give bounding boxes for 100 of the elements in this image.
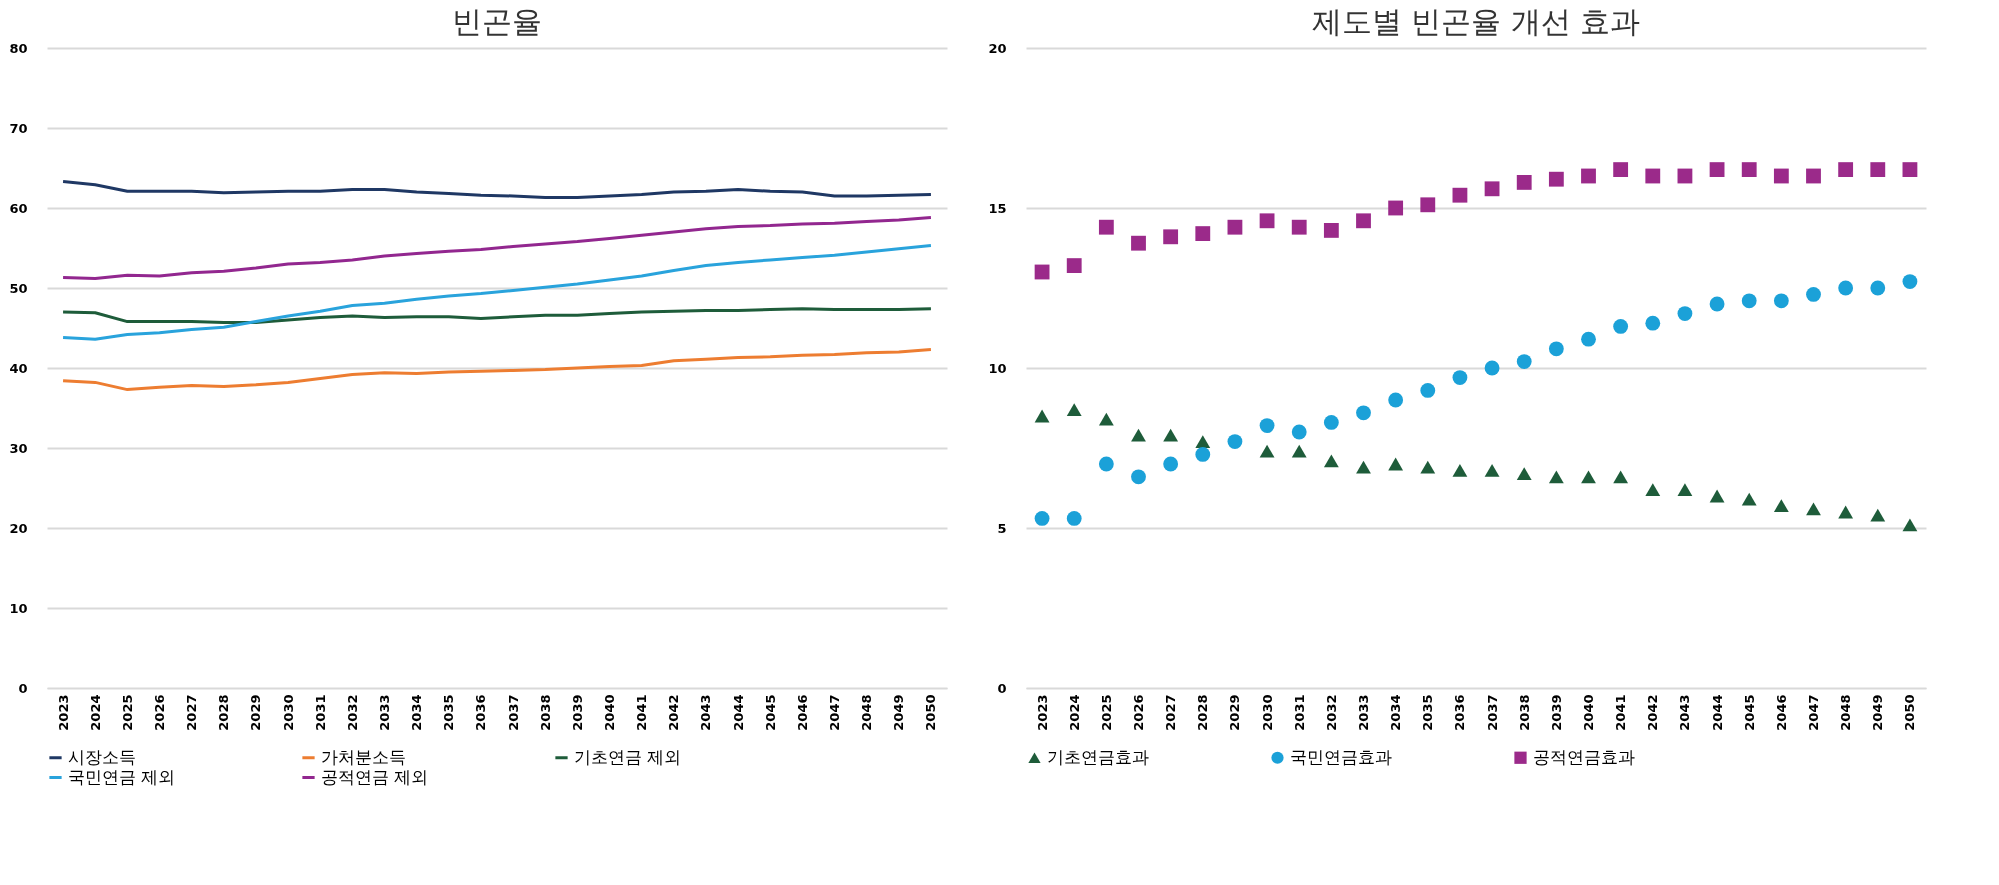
point [1838,505,1854,519]
point [1870,162,1886,178]
x-tick-label: 2027 [1163,694,1179,731]
point [1677,306,1693,321]
legend-label: 기초연금 제외 [574,746,682,767]
point [1613,162,1629,178]
x-tick-label: 2025 [1098,694,1114,731]
y-tick-label: 50 [9,280,28,296]
point [1870,280,1886,296]
legend-label: 기초연금효과 [1047,746,1149,767]
x-tick-label: 2036 [1452,694,1468,731]
point [1645,483,1661,497]
point [1388,392,1404,408]
point [1356,460,1371,474]
x-tick-label: 2037 [505,694,521,731]
y-tick-label: 40 [9,360,28,376]
point [1516,174,1532,190]
x-tick-label: 2042 [666,694,682,731]
x-tick-label: 2030 [1259,694,1275,731]
point [1323,454,1339,468]
point [1163,229,1179,245]
y-tick-label: 70 [9,120,28,136]
y-tick-label: 15 [988,200,1007,216]
x-tick-label: 2031 [312,694,328,731]
y-tick-label: 20 [988,40,1007,56]
point [1677,483,1693,497]
point [1259,418,1275,433]
x-tick-label: 2034 [409,694,425,731]
x-tick-label: 2024 [1066,694,1082,731]
x-tick-label: 2040 [602,694,617,731]
x-tick-label: 2023 [1034,694,1050,731]
point [1420,383,1436,398]
x-tick-label: 2047 [1806,694,1821,731]
y-tick-label: 0 [18,680,28,696]
point [1452,370,1468,385]
x-tick-label: 2028 [216,694,232,731]
point [1227,219,1243,235]
point [1645,315,1661,331]
point [1195,435,1211,449]
x-tick-label: 2035 [1420,694,1436,731]
point [1581,331,1596,347]
point [1741,293,1757,309]
y-tick-label: 80 [9,40,28,56]
x-tick-label: 2023 [55,694,71,731]
x-tick-label: 2041 [1613,694,1629,731]
x-tick-label: 2034 [1388,694,1404,731]
y-tick-label: 60 [9,200,28,216]
x-tick-label: 2026 [152,694,167,731]
point [1195,447,1211,462]
legend-label: 국민연금 제외 [68,766,176,787]
x-tick-label: 2032 [344,694,360,731]
point [1163,428,1179,442]
point [1516,467,1532,481]
point [1902,274,1918,289]
legend-label: 공적연금효과 [1533,746,1635,767]
point [1613,470,1629,484]
point [1484,181,1500,197]
y-tick-label: 20 [9,520,28,536]
x-tick-label: 2029 [248,694,264,731]
x-tick-label: 2043 [698,694,714,731]
point [1806,502,1821,516]
line-series [61,244,933,341]
point [1259,213,1275,229]
point [1548,470,1564,484]
point [1902,518,1918,532]
y-tick-label: 0 [997,680,1007,696]
x-tick-label: 2028 [1195,694,1211,731]
x-tick-label: 2048 [1838,694,1854,731]
point [1709,162,1725,178]
x-tick-label: 2049 [891,694,907,731]
point [1709,296,1725,312]
point [1098,412,1114,426]
x-tick-label: 2037 [1484,694,1500,731]
point [1806,287,1821,302]
x-tick-label: 2032 [1323,694,1339,731]
point [1066,403,1082,417]
point [1741,492,1757,506]
point [1066,258,1082,274]
point [1388,457,1404,471]
x-tick-label: 2044 [1709,694,1725,731]
x-tick-label: 2025 [119,694,135,731]
point [1388,200,1404,216]
x-tick-label: 2048 [859,694,875,731]
x-tick-label: 2040 [1581,694,1596,731]
x-tick-label: 2038 [1516,694,1532,731]
point [1098,219,1114,235]
point [1773,168,1789,184]
point [1773,499,1789,513]
x-tick-label: 2050 [923,694,939,731]
point [1356,405,1371,421]
point [1420,460,1436,474]
x-tick-label: 2039 [1548,694,1564,731]
x-tick-label: 2045 [762,694,778,731]
point [1581,470,1596,484]
line-series [61,348,933,392]
point [1356,213,1371,229]
x-tick-label: 2035 [441,694,457,731]
point [1131,469,1146,485]
x-tick-label: 2041 [634,694,650,731]
x-tick-label: 2042 [1645,694,1661,731]
